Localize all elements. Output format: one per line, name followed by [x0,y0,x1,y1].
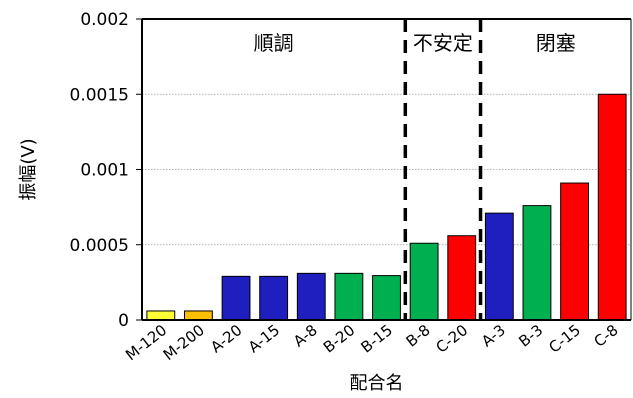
y-tick-label: 0 [118,311,129,331]
y-tick-label: 0.002 [80,10,129,30]
bar [409,242,439,321]
bar [447,235,477,321]
region-labels: 順調 不安定 閉塞 [254,31,576,55]
x-tick-label: C-20 [433,321,472,357]
y-tick-label: 0.0015 [70,85,129,105]
bar [597,93,627,321]
x-tick-label: C-15 [545,321,584,357]
x-tick-label: A-15 [245,321,283,356]
x-tick-label: B-20 [320,321,359,357]
y-tick-labels: 0 0.0005 0.001 0.0015 0.002 [70,10,129,331]
bar [484,212,514,321]
bar [146,310,176,321]
x-axis-title: 配合名 [350,373,404,394]
region-label: 不安定 [413,31,473,55]
bar [259,275,289,321]
bar [184,310,213,321]
y-axis-title: 振幅(V) [18,138,39,200]
x-tick-label: B-15 [357,321,396,357]
bar [296,272,326,321]
x-tick-label: B-3 [515,321,546,351]
x-tick-label: A-3 [478,321,509,351]
bar [522,205,552,321]
y-tick-label: 0.0005 [70,236,129,256]
bar [221,275,251,321]
x-tick-label: A-20 [207,321,245,356]
x-tick-label: B-8 [403,321,434,351]
x-tick-label: C-8 [591,321,622,351]
bar [334,272,364,321]
y-tick-label: 0.001 [80,161,129,181]
region-separators [403,19,483,320]
x-tick-label: A-8 [290,321,321,351]
gridlines [142,93,631,246]
region-label: 順調 [254,31,294,55]
x-tick-label: M-120 [122,321,170,364]
bars [146,93,627,321]
bar [372,275,401,321]
plot-frame [136,18,632,321]
x-tick-label: M-200 [160,321,208,364]
bar [560,182,589,321]
region-label: 閉塞 [536,31,576,55]
